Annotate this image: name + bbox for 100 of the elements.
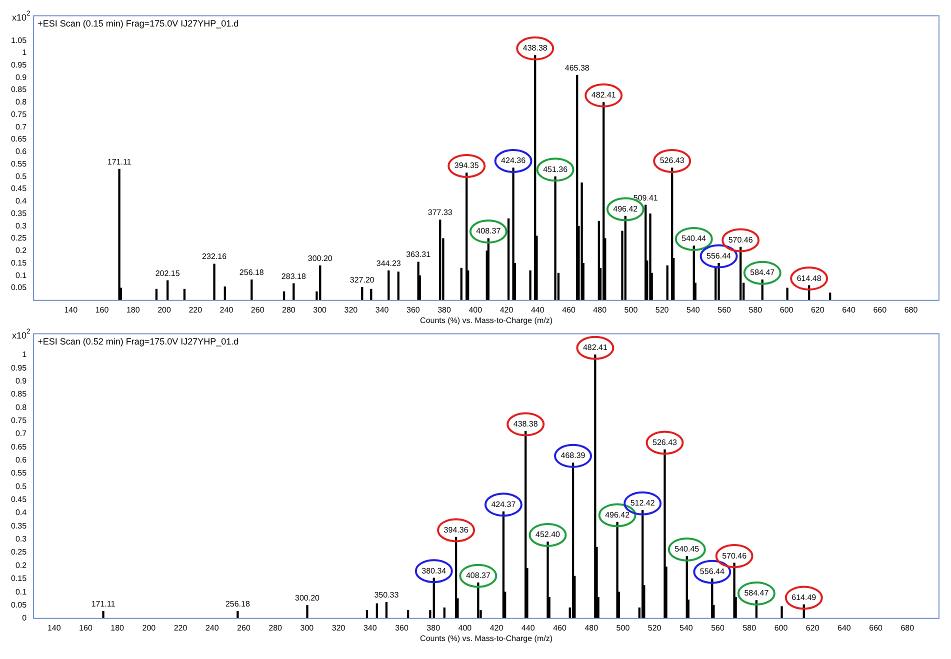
y-tick-label: 0.7 (15, 122, 28, 132)
annotation: 202.15 (155, 268, 180, 278)
x-tick-label: 660 (873, 305, 888, 314)
annotation: 380.34 (422, 566, 447, 576)
y-tick-label: 0.7 (15, 429, 28, 438)
x-tick-label: 500 (616, 623, 630, 632)
x-tick-label: 360 (406, 305, 420, 314)
annotation: 256.18 (225, 599, 250, 608)
bar (624, 216, 626, 300)
bar (397, 272, 400, 300)
y-tick-label: 0.85 (10, 85, 28, 94)
y-tick-label: 0.5 (15, 482, 28, 491)
annotation: 512.42 (630, 498, 656, 508)
y-tick-label: 0.05 (10, 283, 28, 292)
bar (507, 218, 510, 300)
bar (388, 270, 390, 300)
annotation: 377.33 (428, 208, 453, 218)
x-tick-label: 520 (655, 305, 670, 314)
bar (417, 262, 420, 300)
y-tick-label: 0.1 (15, 587, 28, 596)
annotation: 556.44 (700, 567, 725, 576)
annotation: 256.18 (239, 268, 264, 278)
annotation: 509.41 (633, 193, 658, 202)
x-tick-label: 400 (458, 623, 472, 632)
bar (118, 168, 120, 300)
annotation: 327.20 (350, 275, 375, 284)
annotation: 344.23 (376, 258, 402, 268)
bar (512, 168, 514, 300)
y-tick-label: 0.1 (15, 270, 28, 280)
annotation: 363.31 (406, 250, 432, 260)
y-tick-label: 0.55 (10, 468, 28, 478)
y-tick-label: 0.3 (15, 221, 28, 230)
x-tick-label: 280 (282, 305, 296, 314)
annotation: 424.36 (501, 156, 526, 166)
x-tick-label: 580 (742, 623, 757, 632)
annotation: 408.37 (466, 571, 491, 580)
x-tick-label: 560 (718, 305, 732, 314)
x-axis-title: Counts (%) vs. Mass-to-Charge (m/z) (420, 316, 553, 326)
bar (406, 610, 410, 618)
bar (385, 602, 388, 618)
bar (460, 268, 462, 300)
annotation: 468.39 (560, 451, 586, 460)
x-tick-label: 140 (47, 623, 62, 632)
annotation: 482.41 (591, 90, 616, 100)
y-tick-label: 0.25 (10, 234, 28, 243)
annotation: 283.18 (281, 272, 306, 281)
x-tick-label: 460 (562, 305, 576, 314)
annotation: 570.46 (728, 235, 754, 244)
x-tick-label: 540 (679, 623, 694, 632)
bar (306, 605, 308, 618)
y-tick-label: 0.45 (10, 184, 28, 194)
y-tick-label: 1.05 (10, 36, 28, 45)
y-tick-label: 0.75 (10, 110, 28, 119)
x-tick-label: 320 (344, 305, 358, 314)
y-tick-label: 0.9 (15, 376, 28, 386)
y-tick-label: 0.25 (10, 548, 28, 557)
y-tick-label: 0.6 (15, 147, 28, 156)
annotation: 408.37 (476, 226, 502, 236)
x-tick-label: 680 (904, 305, 918, 314)
annotation: 452.40 (536, 530, 561, 540)
bar (250, 280, 253, 300)
annotation: 570.46 (722, 551, 748, 560)
bar (616, 522, 618, 618)
bar (166, 280, 169, 300)
annotation: 614.49 (792, 592, 817, 602)
y-tick-label: 0 (22, 614, 28, 623)
bar (366, 610, 368, 618)
annotation: 540.45 (674, 544, 700, 554)
bar (554, 176, 556, 300)
y-tick-label: 0.2 (15, 246, 28, 256)
x-tick-label: 320 (332, 623, 346, 632)
x-tick-label: 400 (468, 305, 483, 314)
x-tick-label: 240 (220, 305, 234, 314)
x-tick-label: 680 (900, 623, 915, 632)
y-tick-label: 0.35 (10, 208, 28, 218)
x-tick-label: 380 (426, 623, 441, 632)
annotation: 540.44 (682, 234, 707, 244)
x-tick-label: 260 (237, 623, 251, 632)
bar (786, 288, 788, 300)
y-tick-label: 0.95 (10, 363, 28, 372)
annotation: 614.48 (796, 274, 822, 283)
x-tick-label: 200 (142, 623, 156, 632)
annotation: 394.35 (454, 161, 480, 170)
y-tick-label: 0.15 (10, 574, 28, 584)
annotation: 171.11 (107, 157, 132, 166)
y-tick-label: 1 (22, 350, 28, 360)
x-tick-label: 520 (648, 623, 662, 632)
bar (319, 265, 322, 300)
annotation: 526.43 (660, 156, 685, 166)
annotation: 496.42 (613, 204, 638, 214)
x-tick-label: 280 (268, 623, 283, 632)
bar (292, 283, 295, 300)
bar (477, 582, 480, 618)
bar (102, 610, 104, 618)
y-tick-label: 0.8 (15, 98, 28, 107)
x-tick-label: 580 (748, 305, 763, 314)
bar (649, 213, 652, 300)
x-tick-label: 500 (624, 305, 638, 314)
y-tick-label: 0.4 (15, 196, 28, 206)
annotation: 300.20 (308, 254, 333, 263)
